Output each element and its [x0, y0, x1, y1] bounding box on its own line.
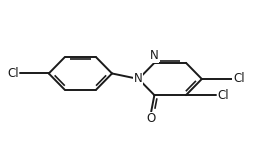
Text: N: N — [134, 72, 142, 85]
Text: N: N — [150, 49, 159, 62]
Text: O: O — [147, 112, 156, 125]
Text: Cl: Cl — [233, 73, 244, 85]
Text: Cl: Cl — [217, 89, 229, 102]
Text: Cl: Cl — [7, 67, 18, 80]
